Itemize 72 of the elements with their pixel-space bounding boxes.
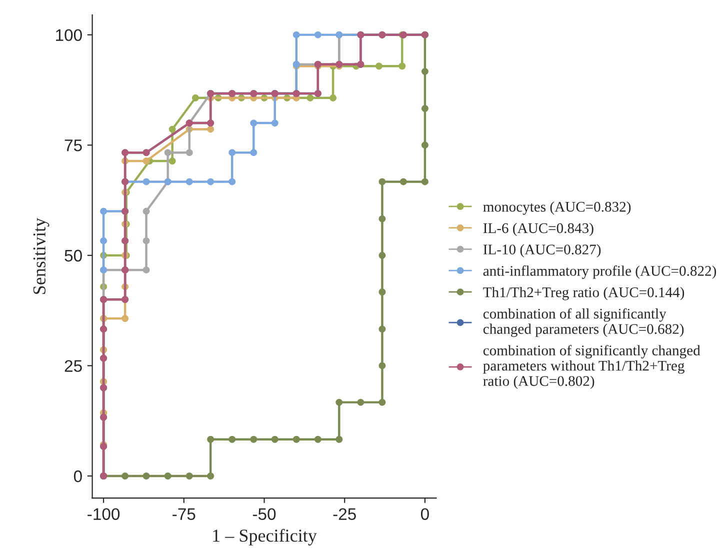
y-tick-label: 50 [64, 250, 82, 262]
point [250, 149, 258, 156]
point [186, 149, 193, 156]
point [186, 472, 193, 480]
point [336, 398, 343, 406]
point [378, 398, 386, 406]
point [421, 142, 428, 149]
point [378, 178, 386, 186]
point [142, 237, 150, 244]
point [292, 436, 300, 443]
point [421, 178, 428, 186]
point [398, 62, 406, 70]
point [250, 436, 258, 443]
point [207, 472, 214, 480]
point [421, 105, 428, 112]
x-tick-label: -100 [88, 508, 120, 520]
point [168, 126, 176, 133]
x-tick-label: -25 [333, 508, 356, 520]
y-tick-label: 75 [64, 140, 82, 152]
point [378, 362, 386, 370]
point [306, 94, 314, 102]
y-tick-label: 0 [74, 470, 82, 482]
point [207, 126, 214, 133]
legend-label: Th1/Th2+Treg ratio (AUC=0.144) [483, 286, 684, 300]
legend-label: anti-inflammatory profile (AUC=0.822) [483, 265, 716, 279]
point [142, 208, 150, 215]
point [376, 62, 382, 70]
x-axis-title: 1 – Specificity [213, 528, 317, 546]
x-tick-label: 0 [420, 508, 429, 520]
point [330, 94, 337, 102]
x-tick-label: -75 [172, 508, 196, 520]
point [207, 178, 214, 186]
point [122, 472, 129, 480]
point [164, 472, 172, 480]
point [357, 398, 364, 406]
legend-label: combination of all significantly changed parameters (AUC=0.682) [483, 308, 684, 337]
y-axis-title: Sensitivity [33, 218, 50, 294]
point [142, 178, 150, 186]
point [228, 178, 236, 186]
x-tick-label: -50 [252, 508, 276, 520]
point [142, 472, 150, 480]
y-tick-label: 25 [64, 360, 82, 372]
point [378, 326, 386, 333]
y-tick-label: 100 [56, 29, 82, 42]
legend-label: IL-10 (AUC=0.827) [483, 244, 601, 258]
point [164, 149, 172, 156]
point [100, 237, 108, 244]
point [378, 252, 386, 259]
point [378, 288, 386, 296]
point [314, 436, 322, 443]
point [250, 120, 258, 127]
point [378, 215, 386, 222]
legend-label: combination of significantly changed parameters without Th1/Th2+Treg ratio (AUC=0.802) [483, 344, 700, 389]
point [168, 158, 176, 164]
point [400, 178, 407, 186]
point [271, 436, 278, 443]
point [314, 31, 322, 38]
point [271, 120, 278, 127]
point [192, 94, 199, 102]
point [122, 315, 129, 322]
point [186, 178, 193, 186]
point [421, 68, 428, 75]
point [207, 436, 214, 443]
legend-label: IL-6 (AUC=0.843) [483, 222, 594, 236]
point [142, 158, 150, 164]
point [142, 266, 150, 274]
point [228, 436, 236, 443]
point [336, 436, 343, 443]
point [292, 31, 300, 38]
point [100, 208, 108, 215]
point [228, 149, 236, 156]
legend-label: monocytes (AUC=0.832) [483, 201, 631, 215]
